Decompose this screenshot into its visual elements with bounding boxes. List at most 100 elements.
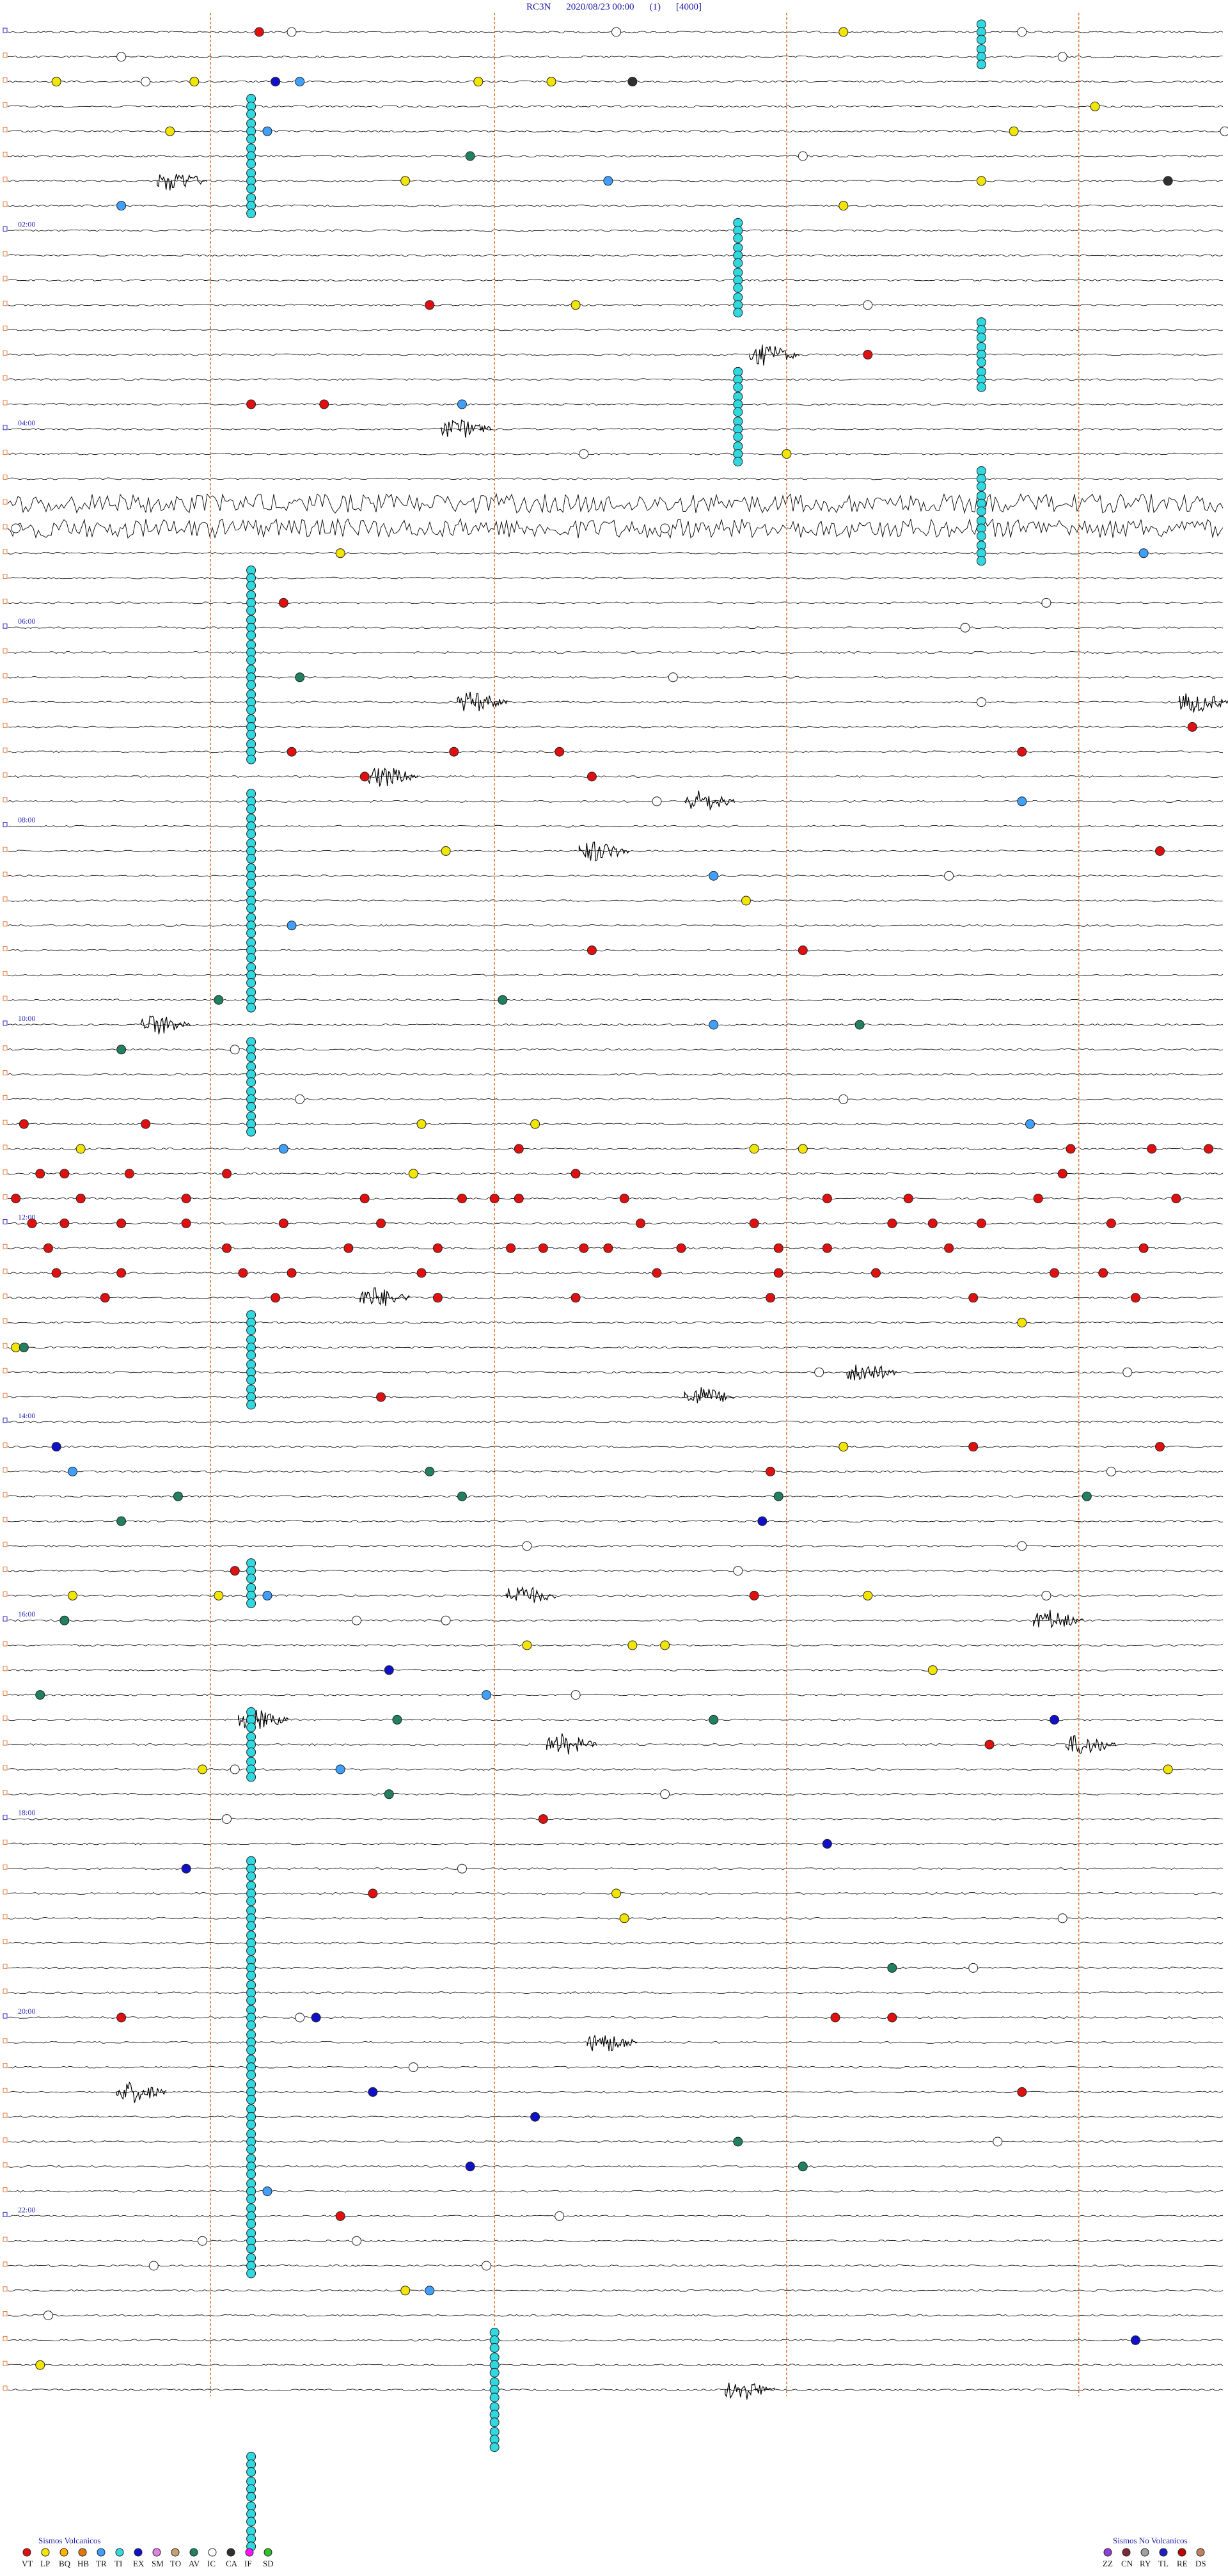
event-marker <box>246 729 256 739</box>
trace-line <box>7 2190 1224 2193</box>
event-marker <box>1041 597 1051 608</box>
event-marker <box>246 209 256 219</box>
trace-line <box>7 601 1224 604</box>
trace-line <box>7 1048 1224 1051</box>
event-marker <box>944 871 954 881</box>
trace-line <box>7 999 1224 1002</box>
trace-line <box>7 1321 1224 1324</box>
hour-label: 14:00 <box>18 1411 35 1420</box>
seismic-burst <box>546 1733 597 1755</box>
event-marker <box>1147 1144 1157 1154</box>
trace-line <box>8 651 1224 654</box>
line-tick-marker <box>3 598 8 604</box>
event-marker <box>1098 1268 1108 1278</box>
event-marker <box>359 1194 370 1204</box>
event-marker <box>482 2261 492 2271</box>
line-tick-marker <box>3 2261 8 2267</box>
line-tick-marker <box>3 350 8 356</box>
event-marker <box>457 1194 467 1204</box>
legend-title-volcanic: Sismos Volcanicos <box>38 2536 100 2545</box>
trace-line <box>7 1346 1224 1349</box>
line-tick-marker <box>3 1293 8 1299</box>
event-marker <box>246 2467 256 2477</box>
line-tick-marker <box>3 226 8 232</box>
event-marker <box>676 1243 686 1253</box>
event-marker <box>627 1640 638 1650</box>
event-marker <box>571 1293 581 1303</box>
legend-label: EX <box>133 2559 145 2568</box>
event-marker <box>246 1077 256 1087</box>
event-marker <box>822 1243 832 1253</box>
event-marker <box>246 1052 256 1063</box>
trace-line <box>7 750 1223 754</box>
line-tick-marker <box>3 698 8 704</box>
trace-line <box>7 452 1224 455</box>
line-tick-marker <box>3 797 8 803</box>
trace-line <box>7 403 1224 406</box>
trace-line <box>7 229 1224 232</box>
event-marker <box>19 1119 29 1129</box>
line-tick-marker <box>3 772 8 778</box>
event-marker <box>295 2012 305 2023</box>
trace-line <box>7 2389 1224 2391</box>
event-marker <box>854 1020 865 1030</box>
line-tick-marker <box>3 1815 8 1821</box>
line-tick-marker <box>3 2311 8 2317</box>
event-marker <box>733 2137 743 2147</box>
event-marker <box>465 2161 475 2172</box>
event-marker <box>246 829 256 839</box>
event-marker <box>352 1615 362 1625</box>
event-marker <box>246 853 256 864</box>
event-marker <box>555 2211 565 2221</box>
line-tick-marker <box>3 326 8 331</box>
event-marker <box>1122 1367 1133 1377</box>
line-tick-marker <box>3 1790 8 1796</box>
event-marker <box>116 1268 127 1278</box>
line-tick-marker <box>3 1963 8 1969</box>
event-marker <box>555 747 565 757</box>
event-marker <box>1025 1119 1035 1129</box>
event-marker <box>522 1541 532 1551</box>
line-tick-marker <box>3 2211 8 2217</box>
legend-title-nonvolcanic: Sismos No Volcanicos <box>1113 2536 1188 2545</box>
seismic-burst <box>684 1387 735 1403</box>
trace-line <box>7 974 1224 977</box>
event-marker <box>838 1442 849 1452</box>
seismic-burst <box>749 344 800 366</box>
event-marker <box>425 2286 435 2296</box>
trace-line <box>7 1544 1224 1547</box>
event-marker <box>887 1218 897 1228</box>
legend-swatch <box>1177 2548 1186 2557</box>
seismic-burst <box>140 1015 191 1035</box>
event-marker <box>51 77 61 87</box>
trace-line <box>7 1445 1224 1448</box>
trace-line <box>7 1098 1224 1101</box>
event-marker <box>141 1119 151 1129</box>
event-marker <box>246 2045 256 2055</box>
event-marker <box>514 1144 524 1154</box>
line-tick-marker <box>3 1244 8 1249</box>
line-tick-marker <box>3 102 8 107</box>
legend-swatch <box>134 2548 143 2557</box>
event-marker <box>376 1392 386 1402</box>
trace-line <box>8 1842 1224 1845</box>
event-marker <box>579 1243 589 1253</box>
event-marker <box>246 134 256 144</box>
event-marker <box>976 1218 986 1228</box>
seismic-burst <box>359 1287 411 1306</box>
line-tick-marker <box>3 722 8 728</box>
event-marker <box>944 1243 954 1253</box>
event-marker <box>335 548 345 558</box>
event-marker <box>660 1640 670 1650</box>
event-marker <box>976 506 986 516</box>
event-marker <box>1138 548 1149 558</box>
line-tick-marker <box>3 2112 8 2118</box>
trace-line <box>7 155 1223 157</box>
trace-line <box>7 2115 1224 2119</box>
line-tick-marker <box>3 1864 8 1870</box>
event-marker <box>246 2218 256 2229</box>
event-marker <box>246 1896 256 1906</box>
legend-label: VT <box>22 2559 33 2568</box>
event-marker <box>668 672 678 683</box>
event-marker <box>214 1590 224 1600</box>
